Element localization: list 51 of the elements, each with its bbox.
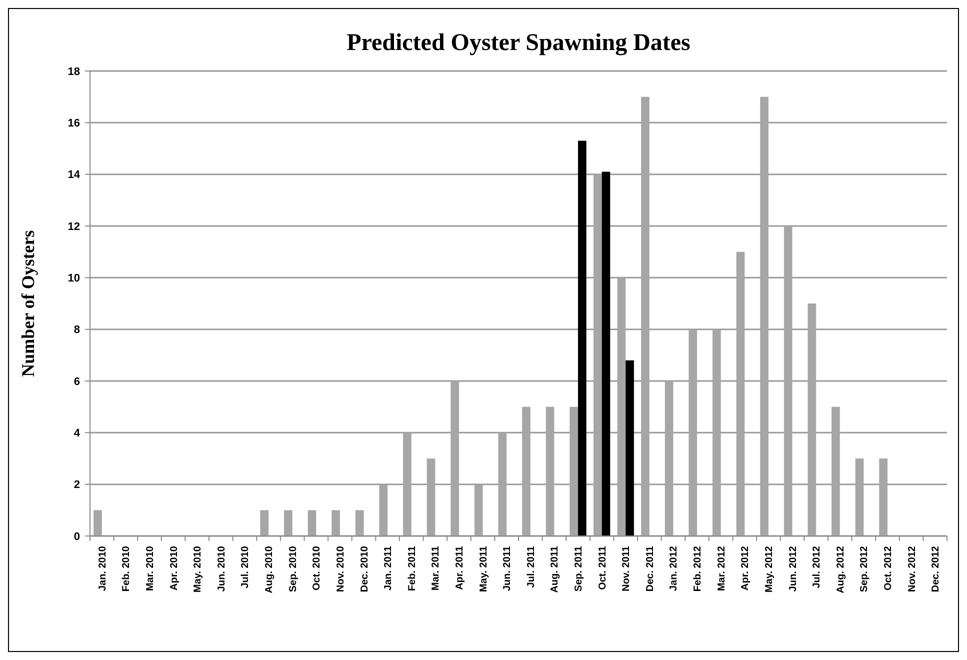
- x-tick-label: Sep. 2011: [574, 546, 585, 592]
- x-tick-label: Mar. 2012: [716, 546, 728, 592]
- chart-title: Predicted Oyster Spawning Dates: [346, 30, 690, 56]
- x-tick-label: Jun. 2011: [502, 546, 514, 592]
- x-tick-label: Aug. 2010: [264, 546, 276, 594]
- y-tick-label: 4: [74, 428, 81, 440]
- x-tick-label: Mar. 2011: [430, 546, 442, 590]
- y-tick-label: 14: [68, 169, 81, 182]
- x-tick-label: May. 2011: [478, 546, 490, 592]
- x-tick-label: Aug. 2011: [550, 546, 561, 593]
- bar: [578, 140, 586, 536]
- y-tick-label: 0: [74, 530, 80, 543]
- x-tick-label: Jun. 2010: [216, 546, 228, 592]
- x-tick-label: Nov. 2010: [335, 546, 346, 592]
- x-tick-label: Mar. 2010: [145, 546, 156, 592]
- y-tick-label: 6: [74, 376, 80, 388]
- x-tick-label: Oct. 2012: [882, 546, 894, 590]
- x-tick-label: Nov. 2011: [621, 546, 632, 592]
- y-tick-label: 18: [68, 66, 80, 78]
- bar: [602, 172, 610, 536]
- x-tick-label: Aug. 2012: [835, 546, 846, 594]
- x-tick-label: Feb. 2012: [692, 546, 704, 592]
- x-tick-label: Apr. 2011: [454, 546, 466, 590]
- x-tick-label: Dec. 2012: [930, 546, 942, 592]
- x-tick-label: Feb. 2011: [406, 546, 418, 592]
- y-tick-label: 10: [68, 272, 80, 285]
- x-tick-label: May. 2012: [764, 546, 775, 593]
- x-tick-label: Jun. 2012: [788, 546, 799, 592]
- x-tick-label: Oct. 2010: [312, 546, 323, 590]
- x-tick-label: Jul. 2011: [526, 546, 537, 588]
- x-tick-label: Nov. 2012: [906, 546, 918, 592]
- y-tick-label: 2: [74, 479, 80, 492]
- x-tick-label: Sep. 2010: [288, 546, 299, 592]
- x-tick-label: Dec. 2011: [644, 546, 656, 592]
- x-tick-label: Apr. 2010: [168, 546, 180, 590]
- x-tick-label: May. 2010: [192, 546, 204, 593]
- y-axis-title: Number of Oysters: [18, 230, 38, 377]
- x-tick-label: Jan. 2010: [97, 546, 108, 592]
- x-tick-label: Jan. 2012: [668, 546, 680, 592]
- x-tick-label: Sep. 2012: [859, 546, 870, 592]
- y-tick-label: 12: [68, 220, 80, 233]
- x-tick-label: Jul. 2010: [240, 546, 252, 588]
- bar: [626, 360, 634, 536]
- x-tick-label: Dec. 2010: [359, 546, 370, 592]
- y-tick-label: 8: [74, 324, 80, 336]
- x-tick-label: Apr. 2012: [740, 546, 752, 590]
- x-tick-label: Oct. 2011: [597, 546, 608, 590]
- x-tick-label: Feb. 2010: [121, 546, 132, 592]
- x-tick-label: Jan. 2011: [383, 546, 394, 590]
- x-tick-label: Jul. 2012: [812, 546, 823, 588]
- y-tick-label: 16: [68, 118, 80, 130]
